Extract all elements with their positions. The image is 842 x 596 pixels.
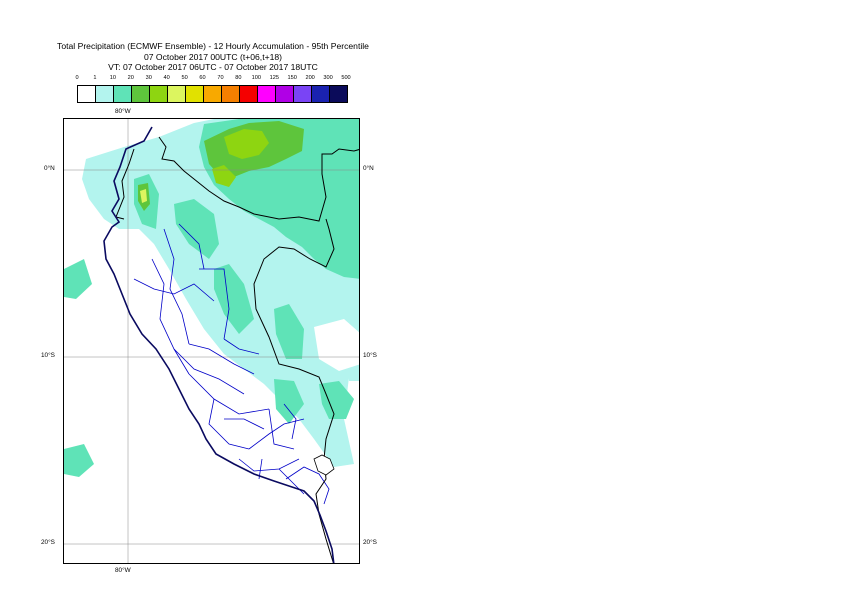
lat-label-left-20: 20°S — [41, 539, 55, 546]
legend-swatch — [258, 86, 276, 102]
lat-label-left-0: 0°N — [44, 165, 55, 172]
title-line-3: VT: 07 October 2017 06UTC - 07 October 2… — [108, 62, 318, 72]
map-title: Total Precipitation (ECMWF Ensemble) - 1… — [0, 41, 426, 73]
legend-label: 50 — [181, 75, 188, 81]
department-boundaries — [133, 223, 330, 505]
legend-swatch — [132, 86, 150, 102]
top-longitude-label: 80°W — [115, 108, 131, 115]
legend-swatch — [78, 86, 96, 102]
map-canvas — [64, 119, 359, 563]
legend-swatch — [150, 86, 168, 102]
legend-swatch — [186, 86, 204, 102]
legend-label: 100 — [251, 75, 261, 81]
legend-label: 0 — [75, 75, 79, 81]
precipitation-map — [63, 118, 360, 564]
legend-label: 125 — [269, 75, 279, 81]
legend-label: 300 — [323, 75, 333, 81]
lat-label-right-10: 10°S — [363, 352, 377, 359]
title-line-2: 07 October 2017 00UTC (t+06,t+18) — [143, 51, 283, 62]
legend-label: 20 — [127, 75, 134, 81]
lat-label-right-0: 0°N — [363, 165, 374, 172]
color-legend: 0 1 10 20 30 40 50 60 70 80 100 125 150 200 300 500 — [75, 75, 367, 103]
legend-swatch — [330, 86, 347, 102]
legend-swatch — [240, 86, 258, 102]
legend-bar — [77, 85, 348, 103]
precip-area-30mm — [224, 129, 269, 159]
legend-label: 40 — [163, 75, 170, 81]
legend-swatch — [114, 86, 132, 102]
title-line-1: Total Precipitation (ECMWF Ensemble) - 1… — [57, 41, 369, 51]
legend-swatch — [276, 86, 294, 102]
lake-titicaca — [313, 454, 335, 476]
legend-label: 500 — [341, 75, 351, 81]
legend-label: 60 — [199, 75, 206, 81]
legend-label: 30 — [145, 75, 152, 81]
legend-swatch — [312, 86, 330, 102]
legend-swatch — [96, 86, 114, 102]
legend-label: 200 — [305, 75, 315, 81]
legend-label: 150 — [287, 75, 297, 81]
legend-label: 1 — [93, 75, 97, 81]
bottom-longitude-label: 80°W — [115, 567, 131, 574]
legend-swatch — [222, 86, 240, 102]
legend-swatch — [168, 86, 186, 102]
lat-label-right-20: 20°S — [363, 539, 377, 546]
legend-labels: 0 1 10 20 30 40 50 60 70 80 100 125 150 200 300 500 — [75, 75, 367, 84]
legend-swatch — [204, 86, 222, 102]
legend-label: 70 — [217, 75, 224, 81]
legend-swatch — [294, 86, 312, 102]
legend-label: 80 — [235, 75, 242, 81]
legend-label: 10 — [109, 75, 116, 81]
coastline — [103, 126, 335, 563]
international-borders — [115, 136, 359, 563]
lat-label-left-10: 10°S — [41, 352, 55, 359]
